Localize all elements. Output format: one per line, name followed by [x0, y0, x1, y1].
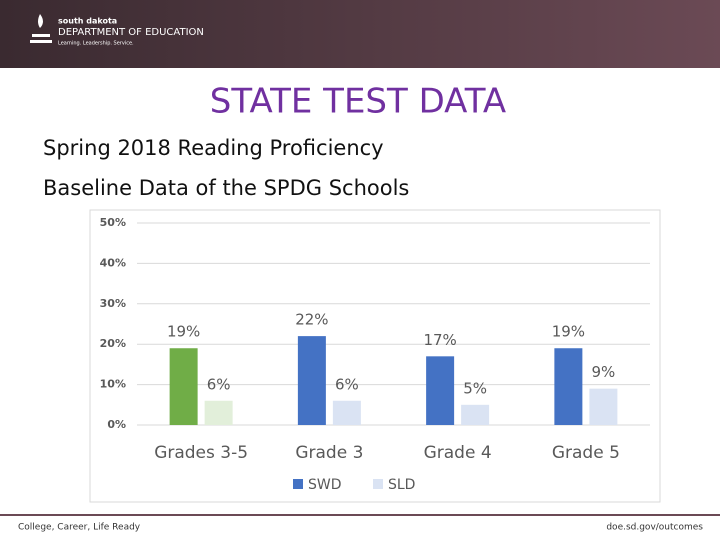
bar	[169, 348, 198, 425]
legend-swatch	[293, 479, 303, 489]
data-label: 22%	[295, 311, 328, 329]
y-tick-label: 0%	[107, 418, 126, 431]
legend-swatch	[373, 479, 383, 489]
header-bar	[0, 0, 720, 68]
x-tick-label: Grade 3	[295, 443, 363, 463]
subtitle: Baseline Data of the SPDG Schools	[43, 176, 409, 200]
data-label: 19%	[167, 323, 200, 341]
x-tick-label: Grade 5	[552, 443, 620, 463]
bar	[461, 404, 490, 425]
bar	[204, 400, 233, 425]
data-label: 5%	[463, 379, 487, 397]
org-small: south dakota	[58, 17, 117, 26]
subtitle: Spring 2018 Reading Proficiency	[43, 136, 384, 160]
logo-icon	[30, 14, 52, 43]
bar	[332, 400, 361, 425]
bar	[589, 388, 618, 425]
chart: 0% 10% 20% 30% 40% 50% Grades 3-5 19% 6% Grade 3 2…	[100, 216, 650, 493]
footer-right: doe.sd.gov/outcomes	[606, 523, 703, 533]
bar	[426, 356, 455, 425]
data-label: 19%	[552, 323, 585, 341]
y-tick-label: 50%	[100, 216, 126, 229]
bar	[297, 336, 326, 425]
data-label: 17%	[423, 331, 456, 349]
org-name: DEPARTMENT OF EDUCATION	[58, 27, 204, 38]
data-label: 9%	[591, 363, 615, 381]
motto: Learning. Leadership. Service.	[58, 41, 134, 47]
legend-label: SWD	[308, 477, 342, 493]
x-tick-label: Grade 4	[424, 443, 492, 463]
y-tick-label: 30%	[100, 297, 126, 310]
y-tick-label: 20%	[100, 337, 126, 350]
slide-title: STATE TEST DATA	[210, 82, 506, 122]
y-tick-label: 40%	[100, 256, 126, 269]
legend-label: SLD	[388, 477, 415, 493]
footer-left: College, Career, Life Ready	[18, 523, 141, 533]
data-label: 6%	[207, 375, 231, 393]
y-tick-label: 10%	[100, 378, 126, 391]
bar	[554, 348, 583, 425]
x-tick-label: Grades 3-5	[154, 443, 248, 463]
data-label: 6%	[335, 375, 359, 393]
